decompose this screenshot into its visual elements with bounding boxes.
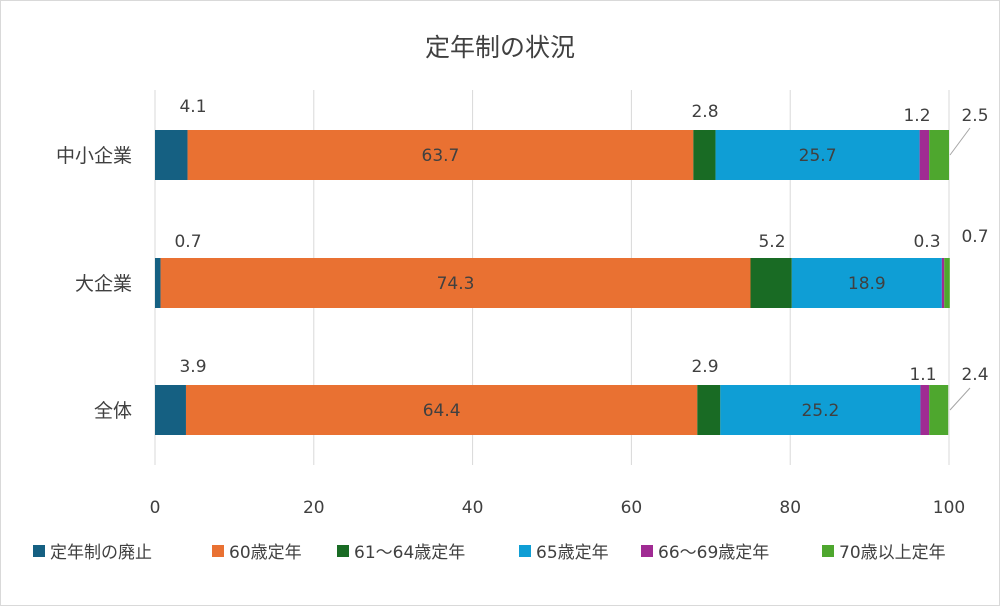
bar-segment	[791, 258, 942, 308]
legend-swatch	[822, 545, 834, 557]
bar-segment	[155, 385, 186, 435]
x-tick-label: 100	[933, 498, 965, 518]
data-label: 0.7	[174, 232, 201, 252]
bar-segment	[160, 258, 751, 308]
data-label: 2.8	[691, 102, 718, 122]
data-label: 64.4	[423, 401, 461, 421]
legend-label: 60歳定年	[229, 543, 302, 563]
bar-segment	[750, 258, 792, 308]
bar-segment	[919, 130, 930, 180]
chart-title: 定年制の状況	[425, 33, 575, 62]
data-label: 1.2	[903, 106, 930, 126]
leader-line	[949, 127, 971, 156]
bar-segment	[155, 130, 188, 180]
bar-segment	[693, 130, 716, 180]
x-tick-label: 40	[462, 498, 484, 518]
data-label: 74.3	[437, 274, 475, 294]
bar-segment	[944, 258, 950, 308]
data-label: 2.5	[961, 106, 988, 126]
y-category-label: 全体	[94, 400, 132, 422]
data-label: 4.1	[179, 97, 206, 117]
legend-swatch	[519, 545, 531, 557]
bar-segment	[929, 385, 949, 435]
legend-swatch	[212, 545, 224, 557]
legend-swatch	[33, 545, 45, 557]
data-label: 0.3	[913, 232, 940, 252]
legend-label: 70歳以上定年	[839, 543, 946, 563]
x-tick-label: 0	[150, 498, 161, 518]
bar-segment	[697, 385, 721, 435]
legend-label: 66～69歳定年	[658, 543, 769, 563]
bar-segment	[155, 258, 161, 308]
y-category-label: 中小企業	[56, 145, 132, 167]
leader-line	[949, 387, 971, 411]
data-label: 3.9	[179, 357, 206, 377]
data-label: 2.9	[691, 357, 718, 377]
legend-swatch	[337, 545, 349, 557]
bar-segment	[941, 258, 945, 308]
bar-segment	[929, 130, 949, 180]
data-label: 5.2	[758, 232, 785, 252]
y-category-label: 大企業	[75, 273, 132, 295]
bar-segment	[187, 130, 694, 180]
legend-label: 定年制の廃止	[50, 543, 152, 563]
data-label: 2.4	[961, 365, 988, 385]
legend-swatch	[641, 545, 653, 557]
data-label: 25.7	[799, 146, 837, 166]
x-tick-label: 60	[621, 498, 643, 518]
bar-segment	[920, 385, 930, 435]
legend-label: 61～64歳定年	[354, 543, 465, 563]
x-tick-label: 80	[779, 498, 801, 518]
data-label: 0.7	[961, 227, 988, 247]
data-label: 1.1	[909, 365, 936, 385]
bar-segment	[185, 385, 698, 435]
data-label: 25.2	[801, 401, 839, 421]
x-tick-label: 20	[303, 498, 325, 518]
legend-label: 65歳定年	[536, 543, 609, 563]
bar-segment	[720, 385, 921, 435]
data-label: 18.9	[848, 274, 886, 294]
bar-segment	[715, 130, 920, 180]
data-label: 63.7	[422, 146, 460, 166]
